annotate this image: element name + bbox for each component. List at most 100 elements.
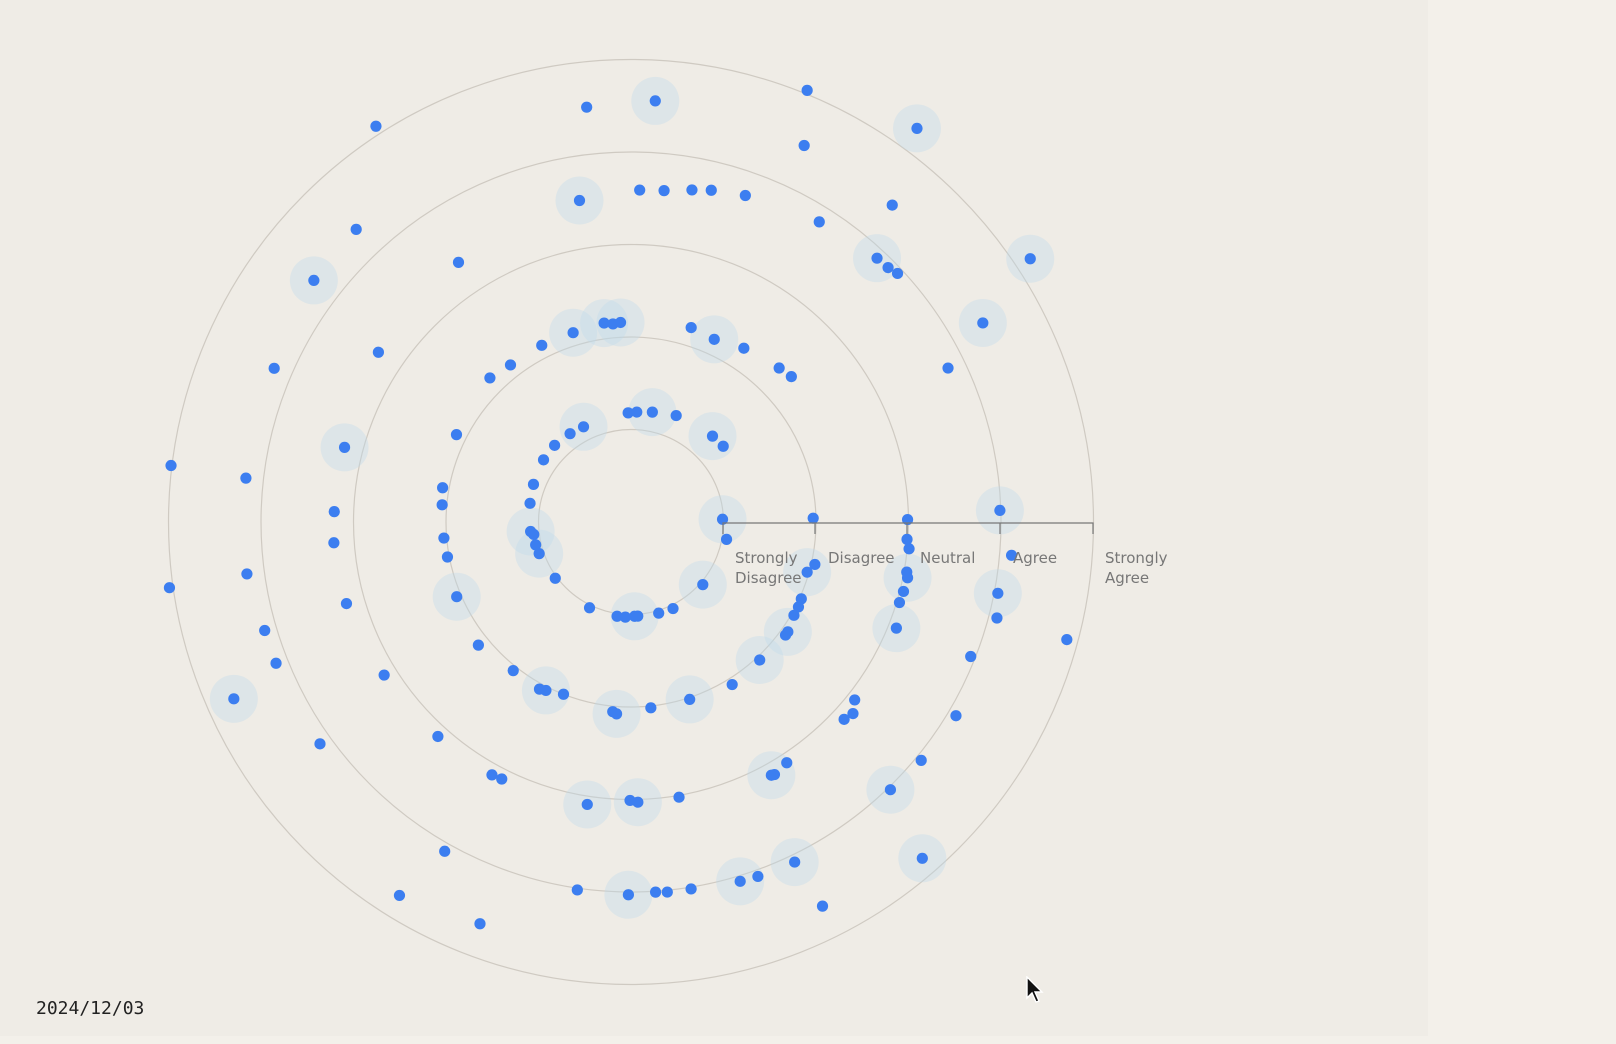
data-point[interactable] — [1005, 549, 1018, 561]
data-point[interactable] — [437, 482, 449, 494]
data-point[interactable] — [314, 738, 326, 750]
data-point[interactable] — [653, 607, 665, 619]
data-point[interactable] — [573, 194, 586, 207]
data-point[interactable] — [991, 612, 1003, 624]
data-point[interactable] — [706, 430, 719, 442]
data-point[interactable] — [228, 693, 240, 705]
data-point[interactable] — [378, 669, 390, 681]
data-point[interactable] — [779, 629, 792, 641]
data-point[interactable] — [484, 372, 496, 384]
data-point[interactable] — [393, 889, 406, 902]
data-point[interactable] — [965, 650, 977, 663]
data-point[interactable] — [801, 566, 813, 578]
data-point[interactable] — [649, 886, 662, 898]
data-point[interactable] — [708, 333, 720, 345]
data-point[interactable] — [436, 499, 448, 511]
data-point[interactable] — [849, 694, 861, 706]
data-point[interactable] — [816, 900, 829, 912]
data-point[interactable] — [338, 441, 351, 453]
data-point[interactable] — [847, 707, 859, 720]
data-point[interactable] — [1061, 633, 1073, 646]
data-point[interactable] — [496, 773, 508, 785]
data-point[interactable] — [507, 665, 519, 677]
data-point[interactable] — [241, 568, 253, 580]
data-point[interactable] — [658, 185, 670, 197]
data-point[interactable] — [813, 216, 825, 228]
data-point[interactable] — [720, 533, 733, 545]
data-point[interactable] — [915, 754, 927, 766]
data-point[interactable] — [259, 624, 271, 637]
data-point[interactable] — [581, 798, 593, 811]
data-point[interactable] — [901, 533, 913, 545]
data-point[interactable] — [240, 472, 252, 484]
data-point[interactable] — [474, 918, 486, 930]
data-point[interactable] — [734, 875, 746, 887]
data-point[interactable] — [432, 730, 444, 743]
data-point[interactable] — [631, 406, 643, 418]
data-point[interactable] — [268, 362, 280, 374]
data-point[interactable] — [738, 342, 750, 354]
data-point[interactable] — [567, 327, 579, 339]
data-point[interactable] — [328, 537, 340, 549]
data-point[interactable] — [472, 639, 484, 651]
data-point[interactable] — [807, 512, 819, 524]
data-point[interactable] — [992, 587, 1004, 599]
data-point[interactable] — [911, 122, 923, 134]
data-point[interactable] — [571, 884, 583, 896]
data-point[interactable] — [942, 362, 954, 374]
data-point[interactable] — [765, 769, 777, 781]
data-point[interactable] — [441, 551, 454, 563]
data-point[interactable] — [871, 252, 883, 264]
data-point[interactable] — [549, 439, 561, 451]
data-point[interactable] — [886, 199, 898, 211]
data-point[interactable] — [686, 184, 698, 196]
data-point[interactable] — [788, 609, 800, 621]
data-point[interactable] — [622, 889, 634, 901]
data-point[interactable] — [882, 261, 894, 274]
data-point[interactable] — [739, 189, 751, 202]
data-point[interactable] — [726, 678, 738, 691]
data-point[interactable] — [530, 539, 542, 551]
data-point[interactable] — [901, 513, 914, 526]
data-point[interactable] — [884, 784, 897, 796]
data-point[interactable] — [165, 459, 177, 472]
data-point[interactable] — [897, 585, 910, 598]
data-point[interactable] — [645, 702, 657, 714]
data-point[interactable] — [614, 316, 627, 329]
data-point[interactable] — [533, 548, 545, 560]
data-point[interactable] — [670, 409, 682, 422]
data-point[interactable] — [798, 139, 810, 152]
data-point[interactable] — [697, 579, 709, 591]
data-point[interactable] — [801, 84, 813, 96]
data-point[interactable] — [622, 407, 634, 419]
data-point[interactable] — [452, 256, 465, 268]
data-point[interactable] — [527, 478, 540, 490]
data-point[interactable] — [308, 274, 320, 287]
data-point[interactable] — [611, 610, 623, 622]
data-point[interactable] — [890, 622, 902, 634]
data-point[interactable] — [370, 120, 382, 132]
data-point[interactable] — [716, 513, 729, 525]
data-point[interactable] — [684, 693, 696, 706]
data-point[interactable] — [634, 184, 646, 196]
data-point[interactable] — [533, 683, 546, 695]
data-point[interactable] — [891, 267, 904, 280]
data-point[interactable] — [372, 346, 385, 358]
data-point[interactable] — [1024, 253, 1036, 265]
data-point[interactable] — [667, 602, 679, 615]
data-point[interactable] — [629, 610, 641, 622]
data-point[interactable] — [781, 757, 793, 769]
data-point[interactable] — [809, 558, 821, 571]
data-point[interactable] — [838, 713, 850, 725]
data-point[interactable] — [685, 883, 697, 895]
data-point[interactable] — [789, 856, 801, 868]
data-point[interactable] — [549, 572, 561, 584]
data-point[interactable] — [893, 596, 906, 609]
data-point[interactable] — [486, 769, 498, 781]
data-point[interactable] — [583, 602, 596, 614]
data-point[interactable] — [607, 706, 619, 718]
data-point[interactable] — [624, 794, 636, 807]
data-point[interactable] — [564, 428, 576, 440]
data-point[interactable] — [163, 582, 176, 594]
data-point[interactable] — [901, 572, 914, 584]
